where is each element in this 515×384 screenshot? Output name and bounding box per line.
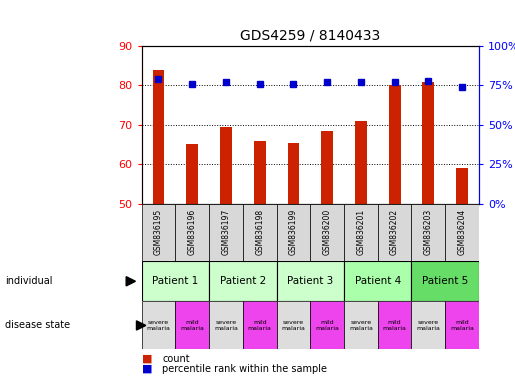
Text: GSM836203: GSM836203 — [424, 209, 433, 255]
Text: mild
malaria: mild malaria — [383, 320, 406, 331]
Bar — [445, 301, 479, 349]
Bar — [411, 301, 445, 349]
Bar — [389, 86, 401, 204]
Bar — [310, 204, 344, 261]
Text: ■: ■ — [142, 364, 152, 374]
Bar — [344, 301, 378, 349]
Bar — [142, 204, 175, 261]
Bar — [277, 204, 311, 261]
Text: mild
malaria: mild malaria — [248, 320, 271, 331]
Title: GDS4259 / 8140433: GDS4259 / 8140433 — [240, 28, 381, 42]
Text: count: count — [162, 354, 190, 364]
Text: Patient 2: Patient 2 — [220, 276, 266, 286]
Text: GSM836202: GSM836202 — [390, 209, 399, 255]
Bar — [422, 81, 434, 204]
Text: GSM836201: GSM836201 — [356, 209, 365, 255]
Bar — [254, 141, 266, 204]
Bar — [344, 204, 378, 261]
Bar — [142, 261, 209, 301]
Bar — [344, 261, 411, 301]
Bar — [209, 204, 243, 261]
Bar — [243, 204, 277, 261]
Bar — [186, 144, 198, 204]
Text: severe
malaria: severe malaria — [417, 320, 440, 331]
Bar — [277, 301, 311, 349]
Bar — [456, 168, 468, 204]
Bar — [287, 142, 299, 204]
Polygon shape — [126, 276, 135, 286]
Text: GSM836195: GSM836195 — [154, 209, 163, 255]
Text: mild
malaria: mild malaria — [315, 320, 339, 331]
Text: severe
malaria: severe malaria — [349, 320, 373, 331]
Text: mild
malaria: mild malaria — [450, 320, 474, 331]
Bar — [209, 261, 277, 301]
Bar — [209, 301, 243, 349]
Text: GSM836197: GSM836197 — [221, 209, 230, 255]
Text: Patient 1: Patient 1 — [152, 276, 198, 286]
Bar — [220, 127, 232, 204]
Text: mild
malaria: mild malaria — [180, 320, 204, 331]
Text: Patient 3: Patient 3 — [287, 276, 333, 286]
Bar — [175, 301, 209, 349]
Text: percentile rank within the sample: percentile rank within the sample — [162, 364, 327, 374]
Bar — [142, 301, 175, 349]
Text: severe
malaria: severe malaria — [282, 320, 305, 331]
Bar — [277, 261, 344, 301]
Text: severe
malaria: severe malaria — [214, 320, 238, 331]
Text: GSM836199: GSM836199 — [289, 209, 298, 255]
Text: GSM836200: GSM836200 — [323, 209, 332, 255]
Text: GSM836198: GSM836198 — [255, 209, 264, 255]
Bar — [243, 301, 277, 349]
Bar — [378, 301, 411, 349]
Bar — [378, 204, 411, 261]
Bar — [310, 301, 344, 349]
Bar — [152, 70, 164, 204]
Bar — [445, 204, 479, 261]
Text: Patient 5: Patient 5 — [422, 276, 468, 286]
Text: Patient 4: Patient 4 — [355, 276, 401, 286]
Polygon shape — [136, 321, 146, 330]
Bar — [411, 261, 479, 301]
Text: severe
malaria: severe malaria — [147, 320, 170, 331]
Bar — [175, 204, 209, 261]
Text: ■: ■ — [142, 354, 152, 364]
Text: disease state: disease state — [5, 320, 70, 331]
Text: individual: individual — [5, 276, 53, 286]
Bar — [411, 204, 445, 261]
Text: GSM836196: GSM836196 — [188, 209, 197, 255]
Bar — [321, 131, 333, 204]
Bar — [355, 121, 367, 204]
Text: GSM836204: GSM836204 — [458, 209, 467, 255]
